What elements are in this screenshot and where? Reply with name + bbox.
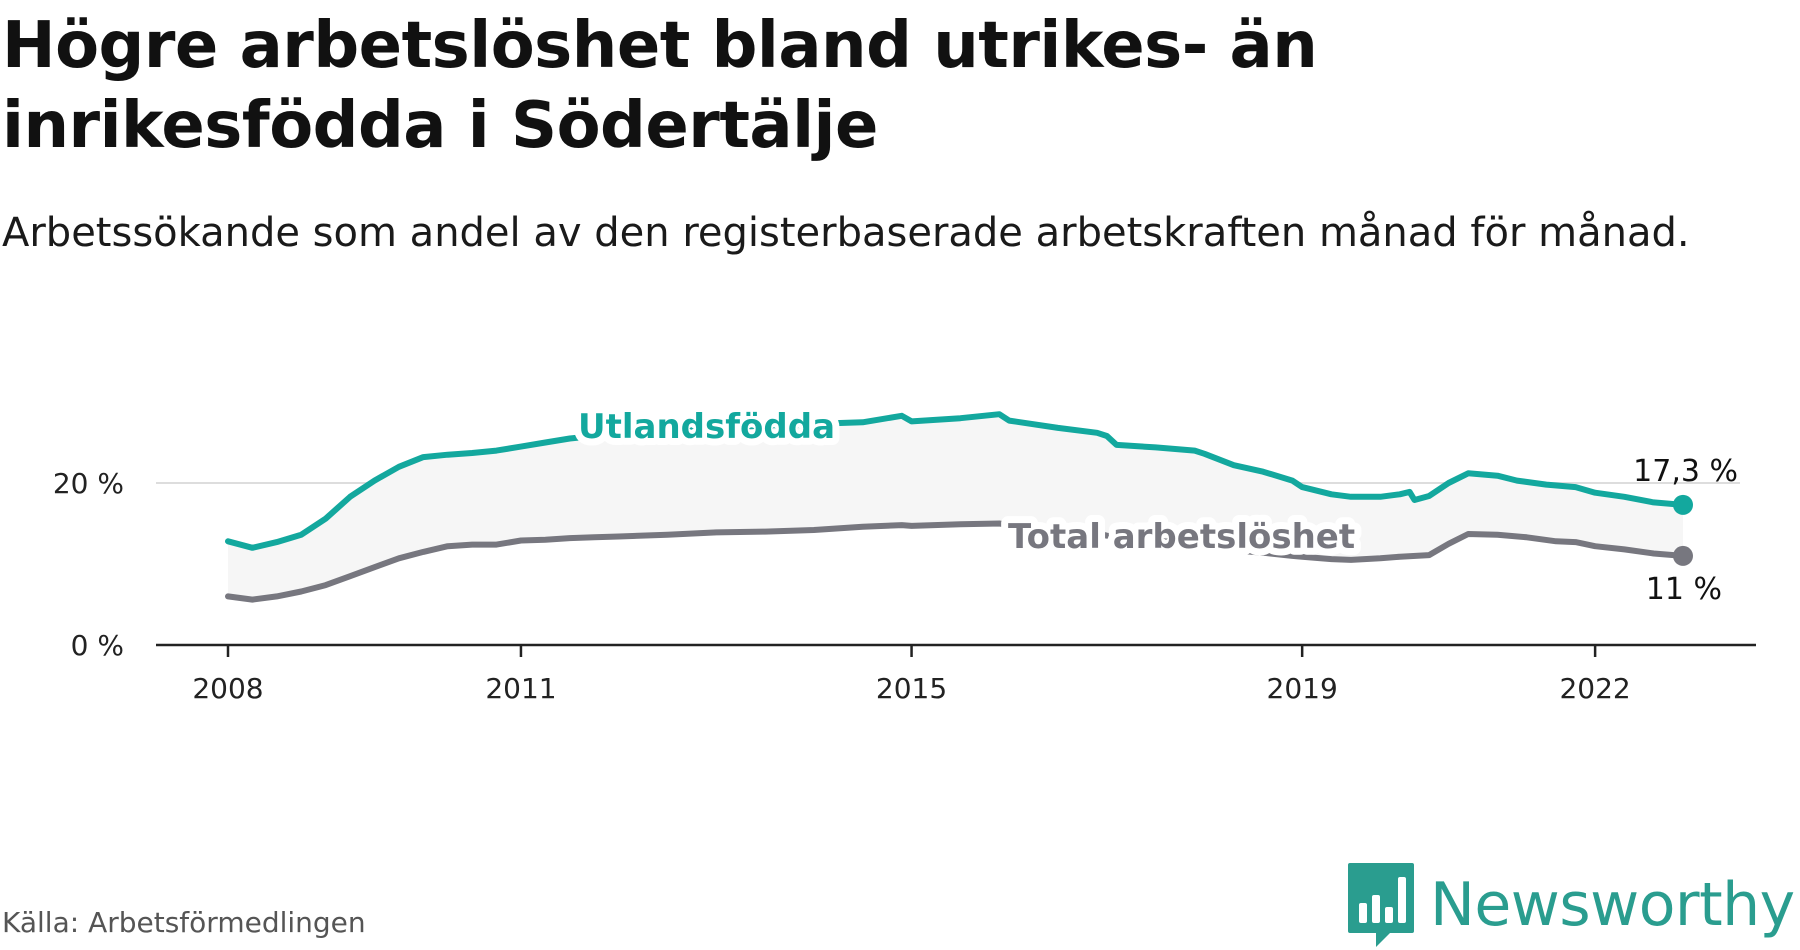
series-label-utlandsfodda-halo: Utlandsfödda: [578, 407, 835, 447]
series-line-utlandsfodda: [225, 411, 1686, 551]
chart-title: Högre arbetslöshet bland utrikes- än inr…: [2, 9, 1318, 163]
end-dot-utlandsfodda: [1673, 494, 1693, 515]
y-tick-label-20: 20 %: [53, 467, 124, 500]
x-tick-label-2022: 2022: [1559, 672, 1630, 700]
x-tick-label-2015: 2015: [876, 672, 947, 700]
end-label-total: 11 %: [1646, 572, 1722, 607]
x-tick-label-2008: 2008: [192, 672, 263, 700]
series-line-total: [225, 520, 1686, 603]
brand-name: Newsworthy: [1430, 870, 1795, 940]
source-note: Källa: Arbetsförmedlingen: [2, 906, 366, 939]
gap-band: [228, 414, 1683, 600]
chart-subtitle: Arbetssökande som andel av den registerb…: [2, 210, 1690, 256]
series-label-total: Total arbetslöshet: [1008, 517, 1355, 557]
end-label-utlandsfodda: 17,3 %: [1633, 454, 1738, 489]
x-tick-label-2011: 2011: [485, 672, 556, 700]
end-dot-total: [1673, 545, 1693, 566]
series-label-utlandsfodda: Utlandsfödda: [578, 407, 835, 447]
newsworthy-logo: Newsworthy: [1346, 860, 1795, 950]
newsworthy-logo-icon: [1348, 863, 1414, 947]
series-label-total-halo: Total arbetslöshet: [1008, 517, 1355, 557]
x-tick-label-2019: 2019: [1267, 672, 1338, 700]
y-tick-label-0: 0 %: [71, 629, 124, 662]
